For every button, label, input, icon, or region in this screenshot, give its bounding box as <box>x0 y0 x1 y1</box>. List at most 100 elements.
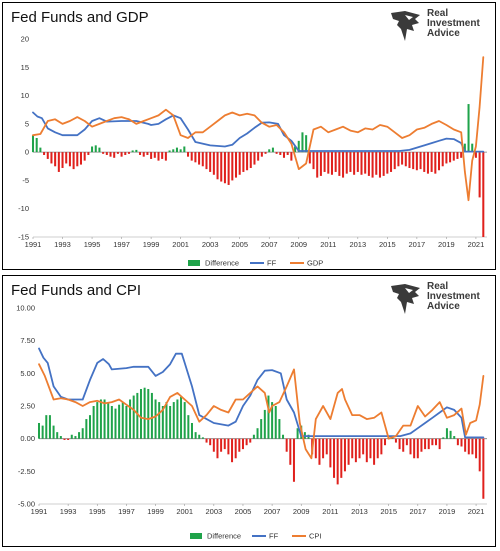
difference-bar <box>110 406 113 439</box>
brand-line-2: Investment <box>427 291 480 302</box>
x-tick-label: 2003 <box>205 507 222 516</box>
difference-bar <box>187 415 190 439</box>
x-tick-label: 2015 <box>379 240 396 249</box>
legend-label: Difference <box>205 259 239 268</box>
difference-bar <box>83 152 86 161</box>
difference-bar <box>382 152 385 176</box>
y-tick-label: 0 <box>25 148 29 157</box>
difference-bar <box>449 430 452 439</box>
brand-line-1: Real <box>427 8 449 19</box>
x-tick-label: 2019 <box>438 240 455 249</box>
difference-bar <box>347 438 350 465</box>
difference-bar <box>142 152 145 157</box>
difference-bar <box>146 152 149 155</box>
difference-bar <box>74 436 77 439</box>
difference-bar <box>220 438 223 452</box>
difference-bar <box>201 437 204 439</box>
difference-bar <box>456 152 459 159</box>
difference-bar <box>175 147 178 153</box>
difference-bar <box>131 150 134 153</box>
difference-bar <box>384 438 387 446</box>
difference-bar <box>198 152 201 165</box>
difference-bar <box>471 438 474 455</box>
x-tick-label: 2009 <box>293 507 310 516</box>
difference-bar <box>268 149 271 153</box>
difference-bar <box>369 438 372 459</box>
difference-bar <box>289 438 292 465</box>
difference-bar <box>323 152 326 172</box>
difference-bar <box>209 438 212 446</box>
difference-bar <box>482 152 485 237</box>
x-tick-label: 2017 <box>409 240 426 249</box>
difference-bar <box>223 438 226 450</box>
difference-bar <box>322 438 325 459</box>
difference-bar <box>70 434 73 439</box>
difference-bar <box>238 438 241 452</box>
difference-bar <box>46 152 49 159</box>
difference-bar <box>467 438 470 455</box>
difference-bar <box>61 152 64 168</box>
legend-swatch <box>190 533 202 539</box>
difference-bar <box>78 432 81 439</box>
x-tick-label: 2013 <box>349 240 366 249</box>
x-tick-label: 1999 <box>143 240 160 249</box>
x-tick-label: 2003 <box>202 240 219 249</box>
difference-bar <box>329 438 332 468</box>
difference-bar <box>194 432 197 439</box>
difference-bar <box>109 152 112 157</box>
series-line-ff <box>38 347 485 439</box>
difference-bar <box>257 152 260 161</box>
difference-bar <box>264 152 267 154</box>
difference-bar <box>424 438 427 450</box>
difference-bar <box>194 152 197 163</box>
difference-bar <box>373 438 376 465</box>
difference-bar <box>345 152 348 174</box>
legend-swatch <box>188 260 200 266</box>
brand-logo: Real Investment Advice <box>389 282 485 322</box>
x-tick-label: 1997 <box>118 507 135 516</box>
difference-bar <box>354 438 357 463</box>
difference-bar <box>401 152 404 165</box>
difference-bar <box>386 152 389 174</box>
difference-bar <box>241 438 244 450</box>
x-tick-label: 1995 <box>89 507 106 516</box>
series-line-cpi <box>38 363 485 460</box>
difference-bar <box>212 152 215 175</box>
difference-bar <box>397 152 400 167</box>
difference-bar <box>463 143 466 153</box>
difference-bar <box>125 406 128 439</box>
difference-bar <box>409 438 412 455</box>
difference-bar <box>314 438 317 459</box>
difference-bar <box>260 419 263 439</box>
difference-bar <box>318 438 321 465</box>
difference-bar <box>161 152 164 159</box>
difference-bar <box>445 428 448 439</box>
y-tick-label: -10 <box>18 204 29 213</box>
x-tick-label: 2005 <box>235 507 252 516</box>
difference-bar <box>52 425 55 439</box>
difference-bar <box>242 152 245 172</box>
difference-bar <box>271 402 274 439</box>
legend-item: CPI <box>292 532 322 541</box>
difference-bar <box>180 396 183 439</box>
difference-bar <box>150 152 153 159</box>
difference-bar <box>294 146 297 153</box>
difference-bar <box>420 438 423 452</box>
difference-bar <box>351 438 354 459</box>
brand-line-3: Advice <box>427 28 460 39</box>
difference-bar <box>56 432 59 439</box>
legend-item: FF <box>250 259 277 268</box>
difference-bar <box>68 152 71 167</box>
difference-bar <box>267 395 270 439</box>
legend-item: Difference <box>190 532 241 541</box>
difference-bar <box>282 434 285 439</box>
chart-panel-gdp: Fed Funds and GDP Real Investment Advice… <box>2 2 496 270</box>
difference-bar <box>85 419 88 439</box>
difference-bar <box>478 438 481 472</box>
difference-bar <box>139 389 142 439</box>
chart-title: Fed Funds and GDP <box>11 9 149 26</box>
x-tick-label: 2011 <box>322 507 338 516</box>
difference-bar <box>223 152 226 184</box>
difference-bar <box>103 399 106 439</box>
x-tick-label: 2005 <box>231 240 248 249</box>
